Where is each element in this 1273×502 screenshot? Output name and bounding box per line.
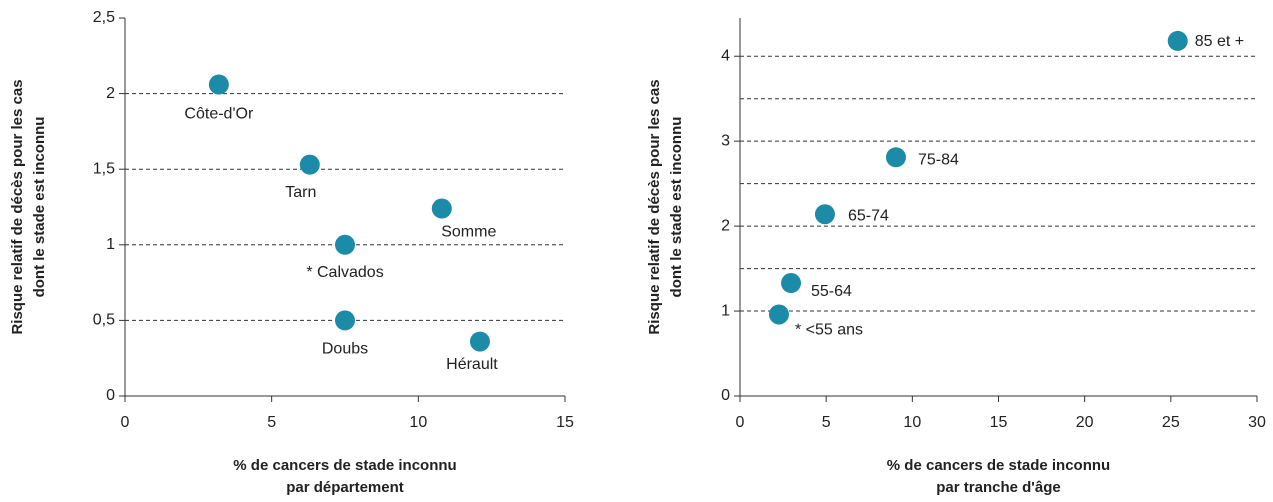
x-tick-label: 20: [1076, 414, 1094, 431]
point: [299, 154, 320, 175]
x-tick-label: 5: [267, 414, 276, 431]
x-tick-label: 5: [822, 414, 831, 431]
y-tick-label: 0: [106, 387, 115, 404]
point: [781, 273, 802, 294]
point-label: Côte-d'Or: [184, 106, 254, 123]
x-tick-label: 25: [1162, 414, 1180, 431]
point: [335, 234, 355, 255]
point: [814, 204, 835, 225]
point: [431, 198, 452, 219]
point-label: Hérault: [446, 356, 498, 373]
point-label: Tarn: [285, 184, 316, 201]
x-axis-title: % de cancers de stade inconnu: [233, 457, 456, 474]
point-label: 75-84: [918, 152, 959, 169]
x-axis-title: % de cancers de stade inconnu: [887, 457, 1110, 474]
y-axis-title: dont le stade est inconnu: [31, 117, 48, 298]
x-tick-label: 0: [121, 414, 130, 431]
point-label: 65-74: [848, 207, 889, 224]
x-tick-label: 10: [409, 414, 427, 431]
point-label: * Calvados: [306, 264, 383, 281]
point-label: Somme: [441, 224, 496, 241]
x-axis-title: par département: [286, 479, 404, 496]
point-label: 55-64: [811, 283, 852, 300]
y-tick-label: 2: [721, 217, 730, 234]
point: [208, 74, 229, 95]
x-tick-label: 15: [990, 414, 1008, 431]
x-tick-label: 30: [1248, 414, 1266, 431]
x-tick-label: 15: [556, 414, 574, 431]
point-label: Doubs: [322, 341, 368, 358]
y-axis-title: dont le stade est inconnu: [668, 117, 685, 298]
y-tick-label: 3: [721, 132, 730, 149]
y-tick-label: 2: [106, 85, 115, 102]
point-label: * <55 ans: [795, 322, 863, 339]
y-axis-title: Risque relatif de décès pour les cas: [9, 79, 26, 334]
y-tick-label: 2,5: [93, 9, 115, 26]
y-tick-label: 1: [106, 236, 115, 253]
point: [469, 331, 490, 352]
point: [885, 147, 906, 168]
y-axis-title: Risque relatif de décès pour les cas: [646, 79, 663, 334]
y-tick-label: 4: [721, 47, 730, 64]
y-tick-label: 1,5: [93, 160, 115, 177]
x-tick-label: 10: [903, 414, 921, 431]
point: [335, 310, 355, 331]
x-axis-title: par tranche d'âge: [936, 479, 1060, 496]
y-tick-label: 1: [721, 302, 730, 319]
y-tick-label: 0,5: [93, 312, 115, 329]
point-label: 85 et +: [1195, 33, 1244, 50]
y-tick-label: 0: [721, 387, 730, 404]
point: [1167, 30, 1188, 51]
point: [768, 304, 789, 325]
x-tick-label: 0: [736, 414, 745, 431]
